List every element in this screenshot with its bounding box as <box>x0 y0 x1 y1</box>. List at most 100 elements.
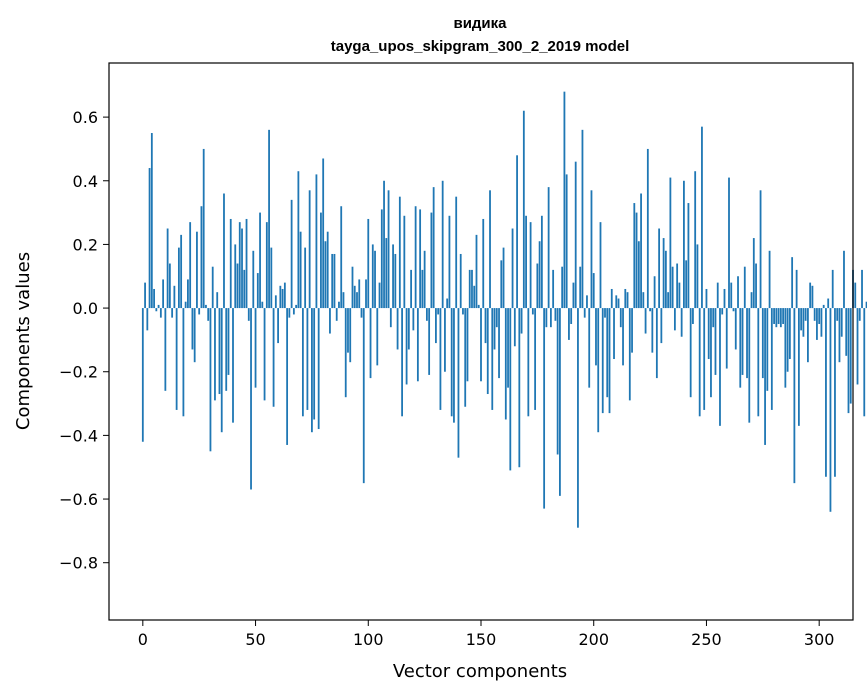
bar-64 <box>286 308 289 445</box>
x-tick-label: 300 <box>804 630 835 649</box>
bar-72 <box>304 247 307 309</box>
bar-258 <box>723 288 726 309</box>
bar-220 <box>637 241 640 309</box>
x-tick-label: 100 <box>353 630 384 649</box>
bar-103 <box>374 250 376 309</box>
bar-87 <box>338 301 340 309</box>
bar-10 <box>164 308 167 391</box>
bar-1 <box>144 282 146 309</box>
bar-139 <box>455 196 458 309</box>
bar-144 <box>466 308 469 382</box>
bar-40 <box>232 308 234 423</box>
bar-16 <box>177 247 180 309</box>
bar-291 <box>797 308 800 426</box>
bar-292 <box>800 308 803 331</box>
bar-78 <box>317 308 320 430</box>
bar-63 <box>283 282 286 309</box>
bar-295 <box>807 308 809 363</box>
bar-59 <box>274 295 277 309</box>
bar-162 <box>507 308 509 388</box>
bar-312 <box>845 308 848 356</box>
bar-264 <box>737 276 739 309</box>
bar-42 <box>236 263 239 309</box>
bar-27 <box>202 148 205 309</box>
bar-214 <box>624 288 627 309</box>
bar-151 <box>482 218 485 309</box>
bar-145 <box>468 269 471 309</box>
bar-308 <box>836 308 839 321</box>
bar-26 <box>200 206 203 309</box>
bar-153 <box>486 308 489 395</box>
bar-50 <box>254 308 257 388</box>
bar-294 <box>804 308 807 321</box>
bar-212 <box>619 308 622 328</box>
bar-233 <box>667 292 670 309</box>
bar-296 <box>809 282 812 309</box>
bar-109 <box>387 190 390 309</box>
bar-172 <box>529 222 532 309</box>
bar-55 <box>265 222 268 309</box>
bar-41 <box>234 244 237 309</box>
bar-300 <box>818 308 821 324</box>
bar-92 <box>349 308 352 363</box>
bar-236 <box>673 308 676 331</box>
bar-125 <box>423 250 426 309</box>
bar-84 <box>331 253 334 309</box>
bar-118 <box>407 308 410 350</box>
bar-273 <box>757 308 760 417</box>
bar-143 <box>464 308 467 407</box>
bar-122 <box>416 308 419 382</box>
bar-211 <box>617 298 620 309</box>
bar-310 <box>840 308 843 337</box>
bar-123 <box>419 209 422 309</box>
bar-45 <box>243 269 246 309</box>
bar-204 <box>601 308 604 414</box>
bar-218 <box>633 203 636 309</box>
bar-208 <box>610 288 613 309</box>
bar-9 <box>162 279 165 309</box>
bar-185 <box>559 308 561 496</box>
bar-11 <box>166 228 169 309</box>
chart-subtitle: tayga_upos_skipgram_300_2_2019 model <box>331 38 630 55</box>
bar-80 <box>322 158 325 309</box>
bar-250 <box>705 288 708 309</box>
bar-29 <box>207 308 210 321</box>
bar-51 <box>256 273 259 309</box>
bar-228 <box>655 308 658 379</box>
bar-174 <box>534 308 537 410</box>
bar-202 <box>597 308 600 433</box>
bar-200 <box>592 273 595 309</box>
bar-91 <box>347 308 349 353</box>
bar-257 <box>721 308 724 315</box>
bar-38 <box>227 308 230 375</box>
bar-207 <box>608 308 611 414</box>
bar-60 <box>277 308 279 344</box>
bar-175 <box>536 263 539 309</box>
bar-58 <box>272 308 275 407</box>
bar-244 <box>692 308 694 324</box>
bar-270 <box>750 292 753 309</box>
bar-141 <box>459 253 462 309</box>
bar-266 <box>741 308 744 375</box>
bar-186 <box>561 266 564 309</box>
bar-247 <box>698 308 701 417</box>
bar-124 <box>421 269 424 309</box>
bar-299 <box>816 308 818 340</box>
bar-267 <box>743 266 746 309</box>
bar-254 <box>714 308 717 375</box>
bar-209 <box>613 308 615 360</box>
bar-5 <box>153 288 155 309</box>
bar-265 <box>739 308 742 388</box>
bar-288 <box>791 257 794 309</box>
bar-6 <box>155 308 158 312</box>
bar-130 <box>435 308 437 344</box>
bar-104 <box>376 308 379 366</box>
bar-89 <box>342 292 345 309</box>
bar-82 <box>326 231 329 309</box>
bar-241 <box>685 260 688 309</box>
bar-0 <box>141 308 144 442</box>
bar-216 <box>628 308 631 401</box>
bar-117 <box>405 308 408 385</box>
bar-112 <box>394 253 397 309</box>
